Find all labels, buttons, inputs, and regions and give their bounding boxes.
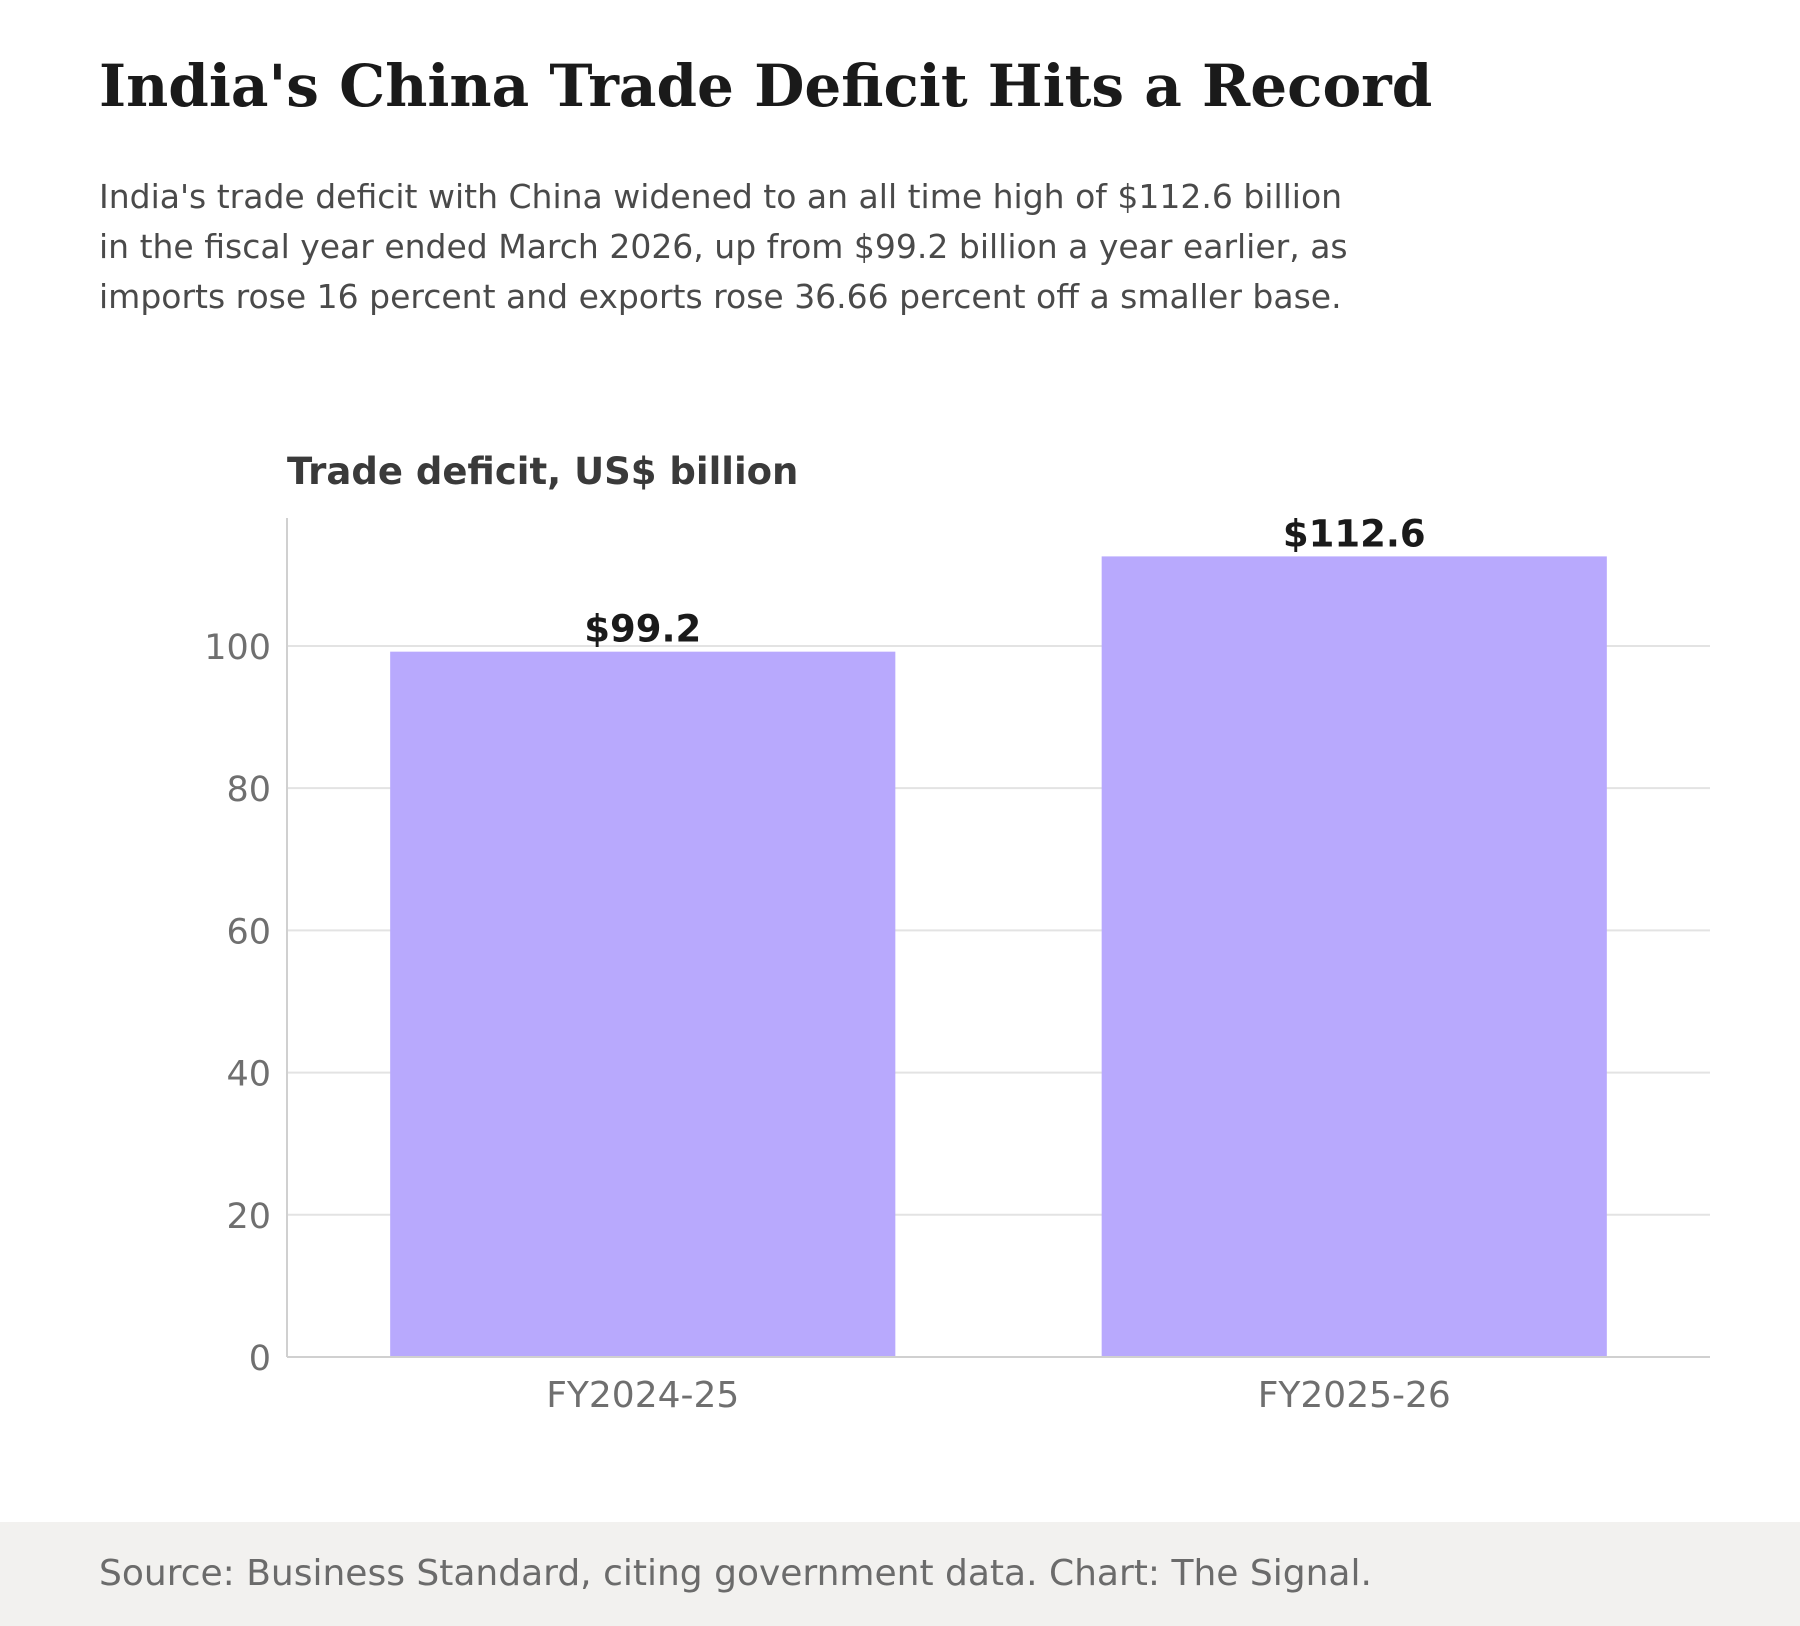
bars	[390, 556, 1607, 1357]
y-tick-label: 20	[226, 1197, 271, 1237]
dek-text: India's trade deficit with China widened…	[99, 177, 1348, 316]
chart-area: Trade deficit, US$ billion 0 20 40 60 80 100 $…	[204, 450, 1710, 1416]
y-tick-label: 80	[226, 770, 271, 810]
bar-chart: Trade deficit, US$ billion 0 20 40 60 80 100 $…	[204, 450, 1710, 1416]
y-tick-label: 100	[204, 628, 271, 668]
y-tick-label: 40	[226, 1055, 271, 1095]
footer: Source: Business Standard, citing govern…	[0, 1522, 1800, 1626]
bar-value-label: $99.2	[584, 608, 701, 651]
source-note: Source: Business Standard, citing govern…	[99, 1553, 1372, 1594]
axes	[286, 518, 1710, 1358]
y-tick-label: 0	[249, 1339, 271, 1379]
x-tick-label: FY2025-26	[1258, 1375, 1451, 1416]
x-tick-label: FY2024-25	[546, 1375, 739, 1416]
bar	[390, 651, 896, 1357]
bar	[1101, 556, 1607, 1357]
headline: India's China Trade Deficit Hits a Recor…	[99, 52, 1433, 120]
labels: 0 20 40 60 80 100 $99.2 FY2024-25 $112.6 FY2025-2…	[204, 512, 1451, 1416]
chart-title: Trade deficit, US$ billion	[287, 450, 798, 493]
y-tick-label: 60	[226, 912, 271, 952]
bar-value-label: $112.6	[1283, 512, 1426, 555]
